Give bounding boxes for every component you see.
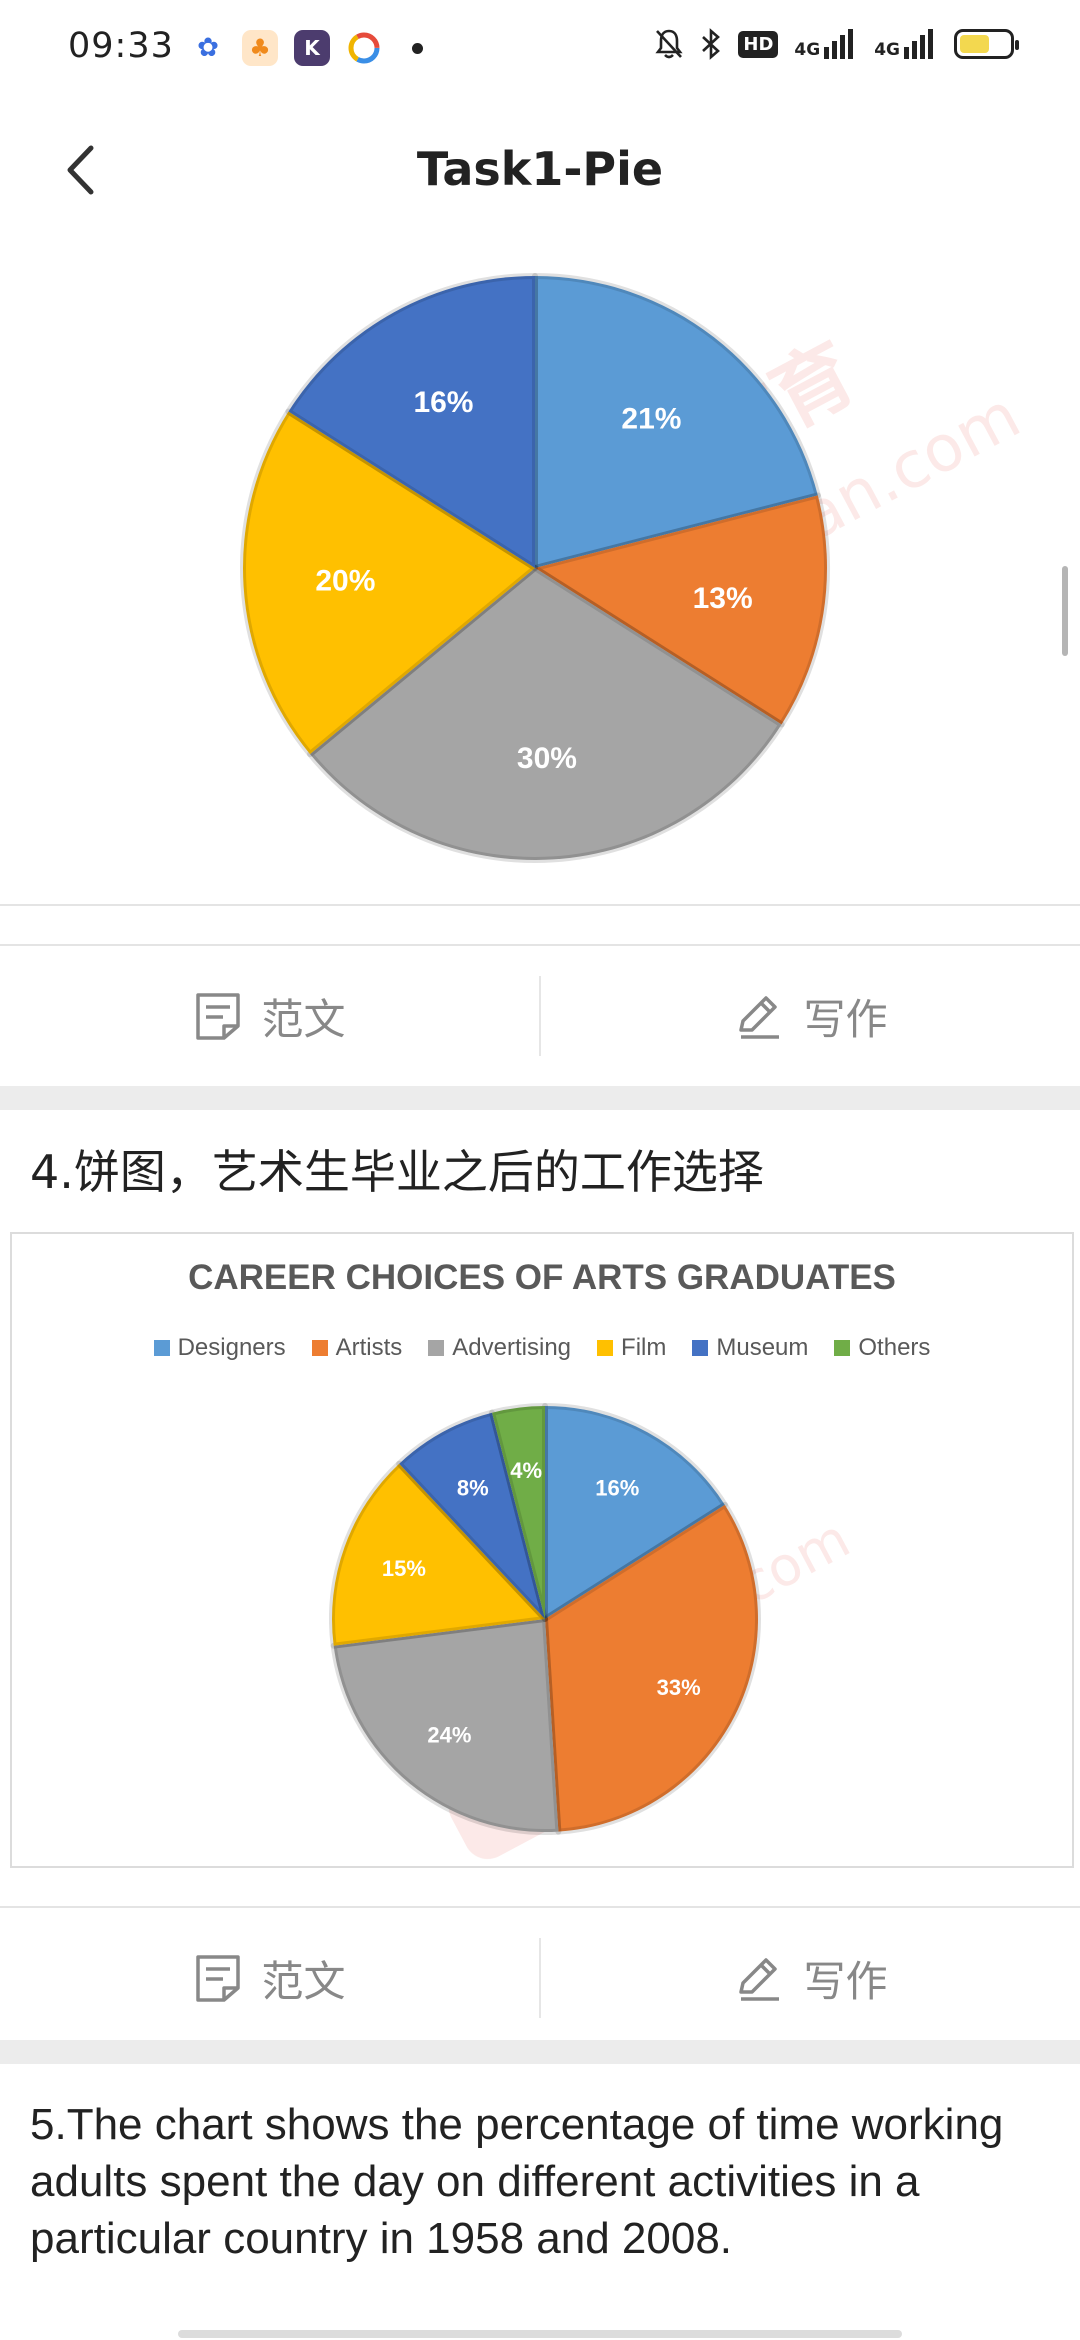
divider-line	[0, 1906, 1080, 1908]
section-5-text: 5.The chart shows the percentage of time…	[30, 2100, 1004, 2263]
pie2-label-film: 15%	[382, 1556, 426, 1581]
sample-essay-label: 范文	[261, 994, 346, 1044]
legend-swatch	[311, 1340, 328, 1356]
document-icon	[196, 993, 241, 1040]
pie2-label-advertising: 24%	[427, 1722, 471, 1747]
pie2-slice-museum	[396, 1409, 548, 1622]
scrollbar[interactable]	[1062, 566, 1068, 656]
legend-swatch	[428, 1340, 445, 1356]
legend-swatch	[153, 1340, 170, 1356]
signal-strength-2-icon: 4G	[874, 29, 938, 59]
legend-swatch	[834, 1340, 851, 1356]
pie2-label-museum: 8%	[457, 1475, 489, 1500]
legend-swatch	[692, 1340, 709, 1356]
legend-swatch	[597, 1340, 614, 1356]
pie1-label-5: 16%	[413, 386, 473, 419]
signal-strength-1-icon: 4G	[794, 29, 858, 59]
browser-app-icon	[346, 30, 382, 66]
legend-label: Others	[858, 1334, 931, 1361]
legend-label: Museum	[716, 1334, 809, 1361]
section-separator	[0, 1086, 1080, 1110]
section-4-title: 4.饼图，艺术生毕业之后的工作选择	[30, 1145, 764, 1199]
legend-item-artists: Artists	[311, 1334, 403, 1362]
action-divider	[539, 976, 541, 1056]
pie2-slice-designers	[542, 1403, 728, 1622]
pie2-slice-film	[329, 1460, 548, 1649]
legend-item-designers: Designers	[153, 1334, 286, 1362]
pie1-label-4: 20%	[315, 564, 375, 597]
legend-item-museum: Museum	[692, 1334, 808, 1362]
more-notifications-dot-icon	[412, 42, 423, 54]
action-bar-2: 范文 写作	[0, 1908, 1080, 2048]
network-type-1: 4G	[794, 40, 821, 60]
action-divider	[539, 1938, 541, 2018]
page-header: Task1-Pie	[0, 96, 1080, 246]
write-button[interactable]: 写作	[541, 1908, 1080, 2048]
app-notification-icon: ♣	[242, 30, 278, 66]
legend-label: Advertising	[452, 1334, 572, 1361]
write-label: 写作	[803, 1956, 888, 2006]
back-button[interactable]	[50, 140, 110, 200]
status-time: 09:33	[68, 26, 174, 66]
pie2-slice-advertising	[330, 1616, 562, 1835]
pie2-label-others: 4%	[510, 1458, 542, 1483]
baidu-app-icon: ✿	[190, 30, 226, 66]
chart-legend: Designers Artists Advertising Film Museum Oth…	[12, 1334, 1072, 1362]
pie1-label-2: 13%	[693, 582, 753, 615]
sample-essay-label: 范文	[261, 1956, 346, 2006]
section-separator	[0, 2040, 1080, 2064]
chevron-left-icon	[67, 145, 94, 195]
pie2-slice-artists	[542, 1501, 761, 1835]
k-app-icon: K	[294, 30, 330, 66]
mute-bell-icon	[655, 29, 683, 59]
network-type-2: 4G	[874, 40, 900, 60]
legend-label: Designers	[177, 1334, 286, 1361]
divider-line	[0, 944, 1080, 946]
status-app-icons: ✿ ♣ K	[190, 30, 423, 66]
pie2-label-artists: 33%	[657, 1675, 701, 1700]
pie1-slice-1	[532, 273, 821, 571]
bluetooth-icon	[702, 28, 721, 60]
signal-bars-1-icon	[824, 29, 854, 59]
career-choices-chart: CAREER CHOICES OF ARTS GRADUATES Designe…	[10, 1232, 1074, 1868]
pie2-slice-others	[489, 1403, 548, 1622]
page-title: Task1-Pie	[416, 142, 664, 196]
pie1-slice-4	[240, 408, 538, 758]
legend-label: Artists	[335, 1334, 403, 1361]
sample-essay-button[interactable]: 范文	[0, 946, 539, 1086]
pencil-icon	[739, 1958, 780, 2001]
pencil-icon	[739, 996, 780, 1039]
pie-chart-1: 教育 zhan.com 21%13%30%20%16%	[0, 246, 1080, 906]
hd-badge: HD	[738, 30, 779, 58]
document-icon	[196, 1955, 241, 2002]
action-bar-1: 范文 写作	[0, 946, 1080, 1086]
pie1-slice-2	[532, 492, 830, 728]
legend-item-advertising: Advertising	[428, 1334, 571, 1362]
horizontal-scroll-indicator	[178, 2330, 902, 2338]
write-button[interactable]: 写作	[541, 946, 1080, 1086]
pie-chart-1-svg: 教育 zhan.com 21%13%30%20%16%	[240, 273, 1032, 863]
pie1-label-1: 21%	[621, 402, 681, 435]
write-label: 写作	[803, 994, 888, 1044]
pie-chart-2-svg: 教育 zhan.com 16%33%24%15%8%4%	[329, 1403, 860, 1860]
battery-icon	[954, 29, 1019, 59]
pie2-label-designers: 16%	[595, 1475, 639, 1500]
pie1-label-3: 30%	[517, 742, 577, 775]
chart-title: CAREER CHOICES OF ARTS GRADUATES	[188, 1258, 896, 1297]
legend-item-film: Film	[597, 1334, 666, 1362]
divider-line	[0, 904, 1080, 906]
legend-item-others: Others	[834, 1334, 930, 1362]
status-bar: 09:33 ✿ ♣ K HD 4G 4G	[0, 0, 1080, 96]
sample-essay-button[interactable]: 范文	[0, 1908, 539, 2048]
legend-label: Film	[621, 1334, 667, 1361]
pie1-slice-5	[285, 273, 538, 571]
pie1-slice-3	[307, 565, 785, 863]
signal-bars-2-icon	[904, 29, 933, 59]
status-indicators: HD 4G 4G	[654, 28, 1019, 60]
